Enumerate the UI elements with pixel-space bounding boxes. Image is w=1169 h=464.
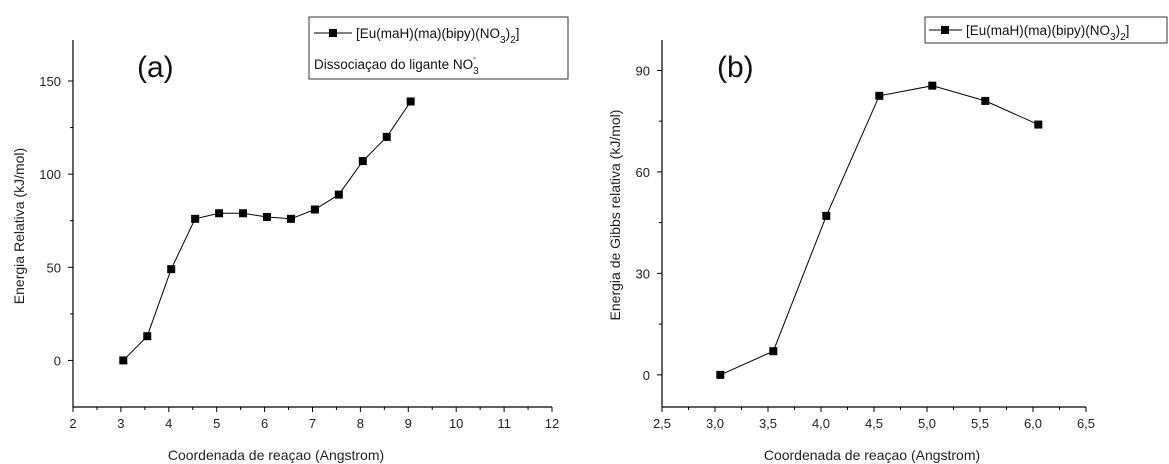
data-point-b — [928, 81, 937, 90]
y-tick-label-a: 150 — [39, 74, 61, 89]
data-point-a — [239, 209, 248, 218]
x-tick-label-a: 10 — [449, 416, 463, 431]
chart-panel-a: (a) Coordenada de reaçao (Angstrom) Ener… — [11, 16, 569, 463]
data-point-a — [382, 132, 391, 141]
legend-b: [Eu(maH)(ma)(bipy)(NO3)2] — [924, 16, 1168, 44]
y-tick-label-a: 100 — [39, 167, 61, 182]
x-tick-label-a: 9 — [405, 416, 412, 431]
x-tick-label-a: 8 — [357, 416, 364, 431]
panel-label-a: (a) — [137, 51, 174, 84]
x-axis-title-a: Coordenada de reaçao (Angstrom) — [168, 447, 384, 463]
x-tick-label-a: 7 — [309, 416, 316, 431]
y-tick-label-b: 30 — [636, 266, 650, 281]
x-tick-label-b: 3,0 — [706, 416, 724, 431]
data-point-a — [334, 190, 343, 199]
data-point-b — [981, 96, 990, 105]
x-tick-label-b: 2,5 — [653, 416, 671, 431]
legend-marker-a — [329, 29, 337, 37]
x-tick-label-a: 12 — [545, 416, 559, 431]
y-tick-label-b: 60 — [636, 165, 650, 180]
legend-entry-b: [Eu(maH)(ma)(bipy)(NO3)2] — [966, 23, 1129, 43]
data-point-a — [262, 212, 271, 221]
series-line-b — [720, 85, 1039, 376]
chart-panel-b: (b) Coordenada de reaçao (Angstrom) Ener… — [607, 16, 1168, 463]
data-point-a — [310, 205, 319, 214]
data-point-a — [119, 356, 128, 365]
data-point-a — [286, 214, 295, 223]
y-tick-label-a: 50 — [47, 260, 61, 275]
x-tick-label-b: 6,5 — [1077, 416, 1095, 431]
data-point-b — [822, 211, 831, 220]
y-tick-label-b: 90 — [636, 63, 650, 78]
data-point-a — [215, 209, 224, 218]
legend-entry-a: [Eu(maH)(ma)(bipy)(NO3)2] — [356, 26, 519, 46]
legend-box-a — [308, 16, 569, 80]
x-tick-label-b: 6,0 — [1024, 416, 1042, 431]
panel-label-b: (b) — [717, 51, 754, 84]
y-axis-title-b: Energia de Gibbs relativa (kJ/mol) — [607, 110, 623, 321]
y-axis-title-a: Energia Relativa (kJ/mol) — [11, 148, 27, 304]
data-point-a — [191, 214, 200, 223]
series-line-a — [122, 101, 412, 361]
data-point-a — [358, 157, 367, 166]
x-tick-label-b: 5,5 — [971, 416, 989, 431]
y-tick-label-a: 0 — [54, 353, 61, 368]
legend-a: [Eu(maH)(ma)(bipy)(NO3)2] Dissociaçao do… — [308, 16, 569, 80]
data-point-a — [406, 97, 415, 106]
x-tick-label-a: 6 — [261, 416, 268, 431]
data-point-a — [143, 332, 152, 341]
x-tick-label-a: 11 — [497, 416, 511, 431]
y-tick-label-b: 0 — [643, 368, 650, 383]
x-tick-label-a: 5 — [213, 416, 220, 431]
legend-marker-b — [941, 26, 949, 34]
x-tick-label-b: 5,0 — [918, 416, 936, 431]
data-point-b — [769, 347, 778, 356]
data-point-b — [1034, 120, 1043, 129]
data-point-b — [875, 91, 884, 100]
x-tick-label-a: 4 — [165, 416, 172, 431]
x-tick-label-a: 3 — [117, 416, 124, 431]
data-point-a — [167, 265, 176, 274]
legend-note-a: Dissociaçao do ligante NO3- — [314, 53, 479, 77]
x-tick-label-b: 3,5 — [759, 416, 777, 431]
x-axis-title-b: Coordenada de reaçao (Angstrom) — [764, 447, 980, 463]
x-tick-label-b: 4,5 — [865, 416, 883, 431]
x-tick-label-b: 4,0 — [812, 416, 830, 431]
x-tick-label-a: 2 — [69, 416, 76, 431]
legend-box-b — [924, 16, 1168, 44]
data-point-b — [716, 370, 725, 379]
